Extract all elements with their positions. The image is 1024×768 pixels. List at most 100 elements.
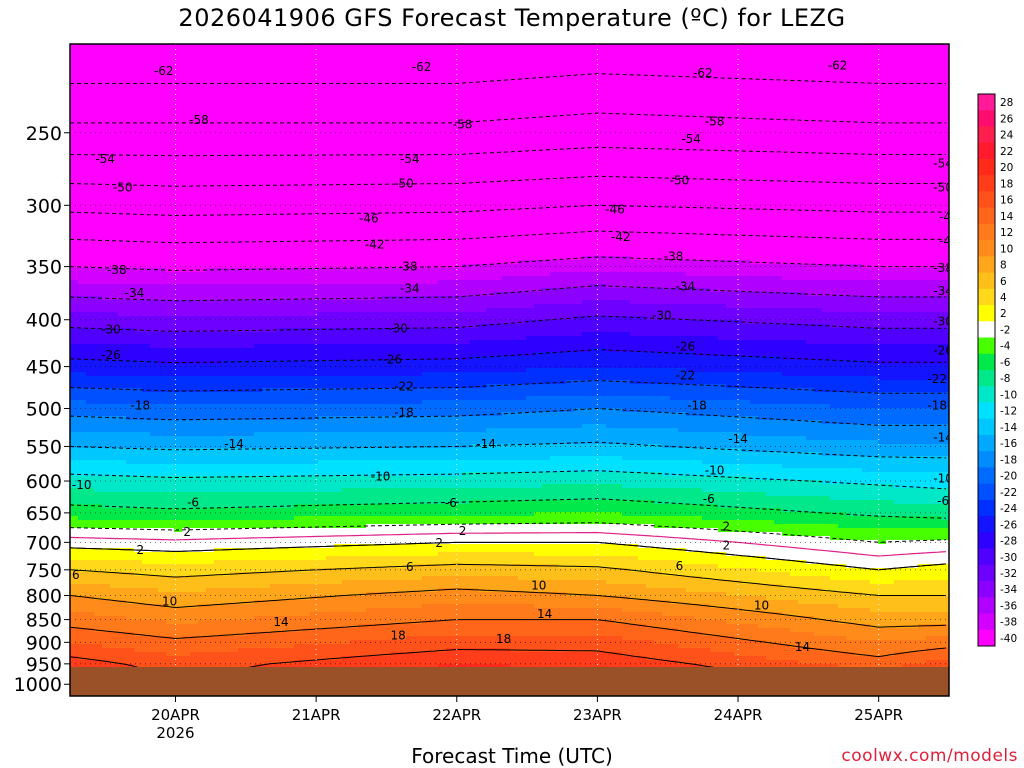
field-cell (110, 236, 119, 241)
field-cell (254, 320, 263, 325)
field-cell (310, 152, 319, 157)
field-cell (190, 452, 199, 457)
field-cell (238, 340, 247, 345)
field-cell (246, 596, 255, 601)
field-cell (214, 600, 223, 605)
field-cell (190, 256, 199, 261)
field-cell (214, 440, 223, 445)
field-cell (118, 56, 127, 61)
field-cell (94, 272, 103, 277)
field-cell (102, 632, 111, 637)
field-cell (222, 232, 231, 237)
field-cell (278, 628, 287, 633)
field-cell (302, 164, 311, 169)
field-cell (278, 348, 287, 353)
field-cell (158, 652, 167, 657)
field-cell (230, 660, 239, 665)
field-cell (206, 164, 215, 169)
field-cell (278, 540, 287, 545)
field-cell (134, 348, 143, 353)
field-cell (278, 288, 287, 293)
field-cell (118, 200, 127, 205)
field-cell (246, 308, 255, 313)
field-cell (254, 616, 263, 621)
field-cell (94, 212, 103, 217)
field-cell (86, 516, 95, 521)
field-cell (270, 612, 279, 617)
field-cell (270, 452, 279, 457)
field-cell (222, 588, 231, 593)
field-cell (150, 448, 159, 453)
field-cell (262, 316, 271, 321)
field-cell (190, 436, 199, 441)
field-cell (270, 360, 279, 365)
field-cell (94, 256, 103, 261)
field-cell (310, 220, 319, 225)
field-cell (126, 224, 135, 229)
field-cell (214, 288, 223, 293)
field-cell (174, 464, 183, 469)
field-cell (230, 128, 239, 133)
field-cell (198, 376, 207, 381)
field-cell (102, 620, 111, 625)
field-cell (198, 340, 207, 345)
field-cell (126, 592, 135, 597)
field-cell (294, 336, 303, 341)
field-cell (118, 140, 127, 145)
field-cell (198, 148, 207, 153)
field-cell (262, 332, 271, 337)
field-cell (174, 500, 183, 505)
field-cell (174, 164, 183, 169)
field-cell (110, 580, 119, 585)
field-cell (206, 160, 215, 165)
field-cell (70, 616, 79, 621)
field-cell (238, 396, 247, 401)
field-cell (70, 628, 79, 633)
field-cell (86, 132, 95, 137)
field-cell (262, 196, 271, 201)
field-cell (246, 72, 255, 77)
field-cell (190, 392, 199, 397)
field-cell (150, 568, 159, 573)
field-cell (286, 644, 295, 649)
field-cell (254, 628, 263, 633)
field-cell (270, 68, 279, 73)
field-cell (102, 316, 111, 321)
field-cell (302, 108, 311, 113)
field-cell (214, 496, 223, 501)
field-cell (182, 360, 191, 365)
field-cell (110, 516, 119, 521)
field-cell (294, 644, 303, 649)
field-cell (174, 356, 183, 361)
field-cell (126, 216, 135, 221)
field-cell (86, 280, 95, 285)
field-cell (166, 600, 175, 605)
field-cell (110, 568, 119, 573)
field-cell (94, 384, 103, 389)
field-cell (214, 460, 223, 465)
field-cell (222, 652, 231, 657)
field-cell (246, 228, 255, 233)
field-cell (230, 612, 239, 617)
field-cell (198, 324, 207, 329)
field-cell (214, 148, 223, 153)
field-cell (198, 96, 207, 101)
field-cell (198, 600, 207, 605)
field-cell (102, 400, 111, 405)
field-cell (310, 456, 319, 461)
field-cell (70, 404, 79, 409)
field-cell (190, 396, 199, 401)
field-cell (174, 296, 183, 301)
field-cell (262, 116, 271, 121)
field-cell (118, 316, 127, 321)
field-cell (158, 520, 167, 525)
field-cell (206, 80, 215, 85)
field-cell (78, 188, 87, 193)
field-cell (142, 336, 151, 341)
field-cell (198, 168, 207, 173)
field-cell (206, 52, 215, 57)
field-cell (230, 336, 239, 341)
field-cell (70, 300, 79, 305)
field-cell (262, 364, 271, 369)
field-cell (254, 276, 263, 281)
